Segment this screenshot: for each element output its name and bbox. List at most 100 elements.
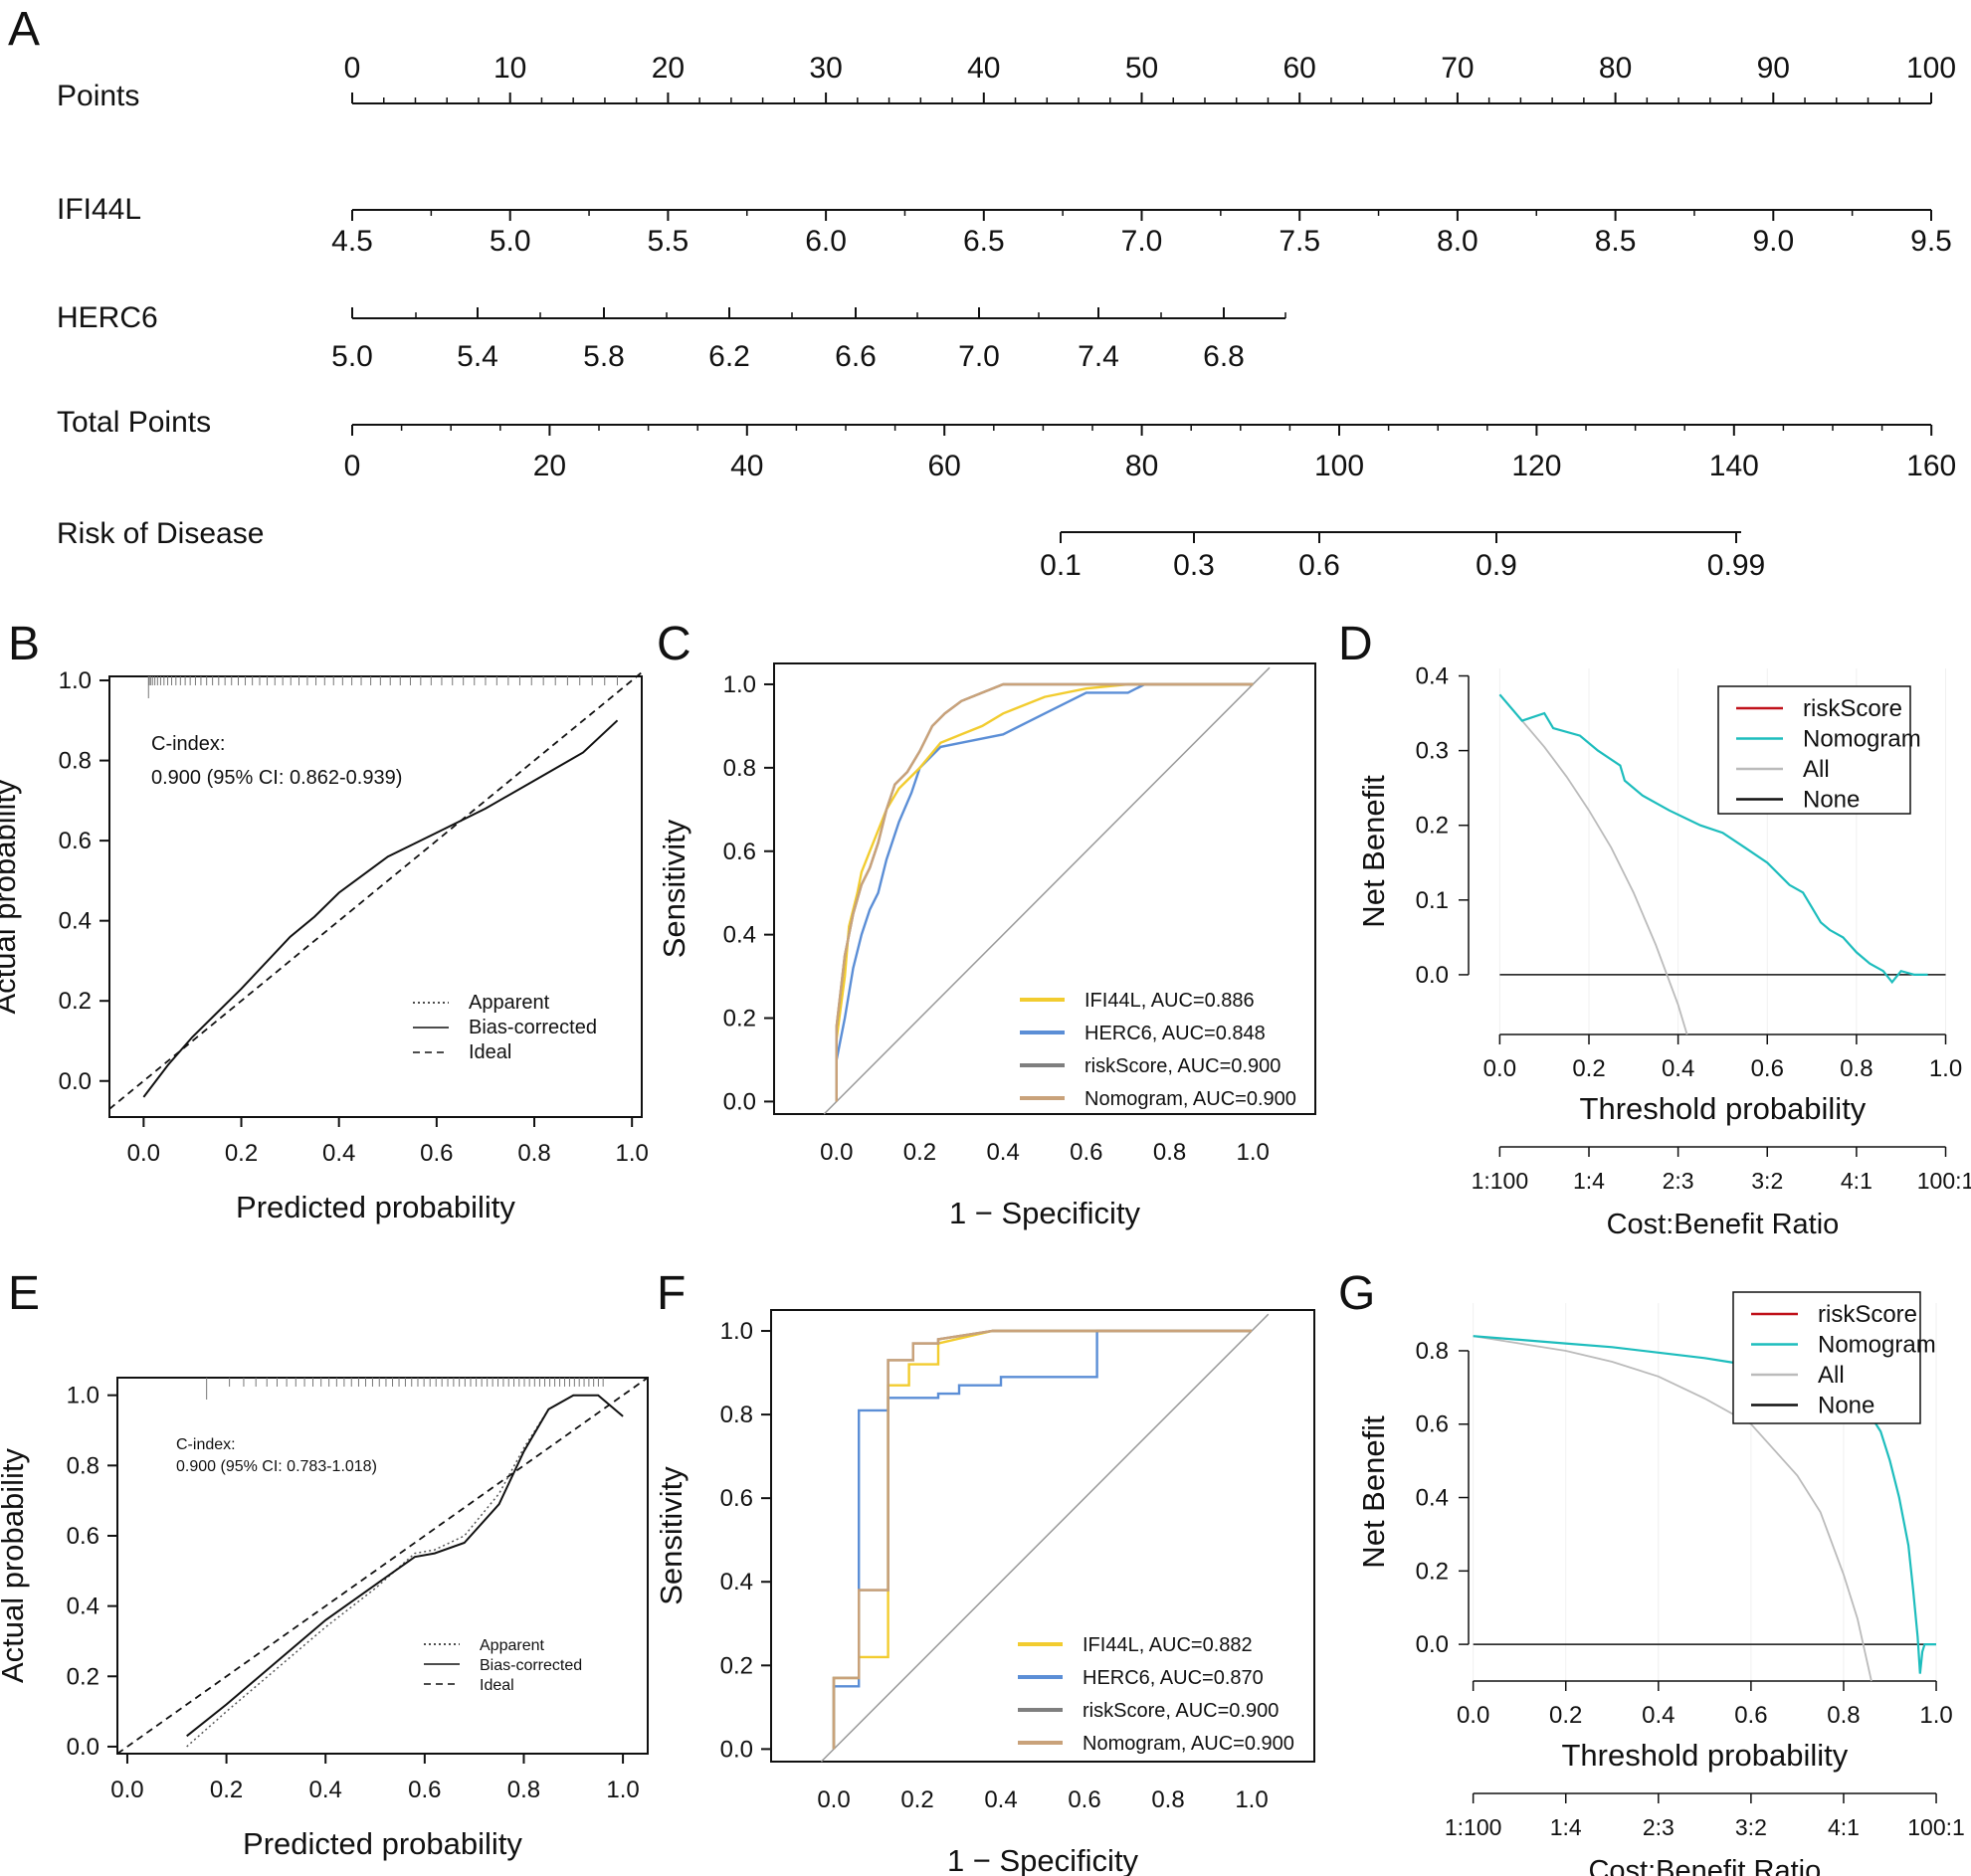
y-tick-label: 0.0: [720, 1736, 753, 1763]
ratio-tick-label: 100:1: [1917, 1168, 1971, 1194]
ratio-tick-label: 3:2: [1735, 1814, 1767, 1840]
legend-label: Ideal: [469, 1041, 511, 1063]
rug-marks: [147, 676, 618, 698]
y-tick-label: 0.0: [1416, 962, 1449, 989]
dca-plot-validation: 0.0 0.2 0.4 0.6 0.8 Net Benefit 0.0 0.2 0.4 0.6 0.…: [1356, 1291, 1965, 1876]
legend-label: Nomogram, AUC=0.900: [1083, 1733, 1294, 1755]
nomogram-tick-label: 6.6: [835, 340, 877, 373]
y-tick-label: 0.0: [723, 1088, 756, 1115]
x-tick-label: 0.2: [900, 1786, 933, 1813]
nomogram-tick-label: 8.5: [1595, 225, 1637, 258]
x-tick-label: 0.0: [1483, 1055, 1516, 1082]
nomogram-tick-label: 10: [493, 52, 526, 85]
y-tick-label: 0.6: [59, 828, 92, 854]
x-tick-label: 0.6: [1751, 1055, 1784, 1082]
y-tick-label: 0.6: [723, 839, 756, 865]
panel-letter-a: A: [8, 3, 40, 56]
plot-frame: [108, 675, 643, 1118]
nomogram-tick-label: 50: [1125, 52, 1158, 85]
legend-label: riskScore, AUC=0.900: [1083, 1700, 1279, 1722]
y-tick-label: 0.0: [67, 1734, 99, 1761]
nomogram-tick-label: 0.1: [1040, 549, 1082, 582]
roc-curve-herc6: [835, 682, 1254, 1102]
nomogram-tick-label: 40: [967, 52, 1000, 85]
all-line: [1498, 693, 1688, 1035]
nomogram-row-label-total-points: Total Points: [57, 406, 211, 439]
x-tick-label: 1.0: [1235, 1786, 1268, 1813]
c-index-value: 0.900 (95% CI: 0.783-1.018): [176, 1458, 377, 1475]
risk-axis-ticks: 0.1 0.3 0.6 0.9 0.99: [1040, 532, 1765, 582]
ratio-tick-label: 1:100: [1445, 1814, 1502, 1840]
herc6-axis-ticks: 5.0 5.4 5.8 6.2 6.6 7.0 7.4 6.8: [331, 307, 1286, 373]
y-axis-title: Net Benefit: [1356, 1415, 1391, 1569]
nomogram-tick-label: 0.99: [1707, 549, 1765, 582]
x-tick-label: 0.0: [817, 1786, 850, 1813]
legend: riskScore Nomogram All None: [1732, 1291, 1936, 1424]
roc-curve-nomogram: [832, 1329, 1252, 1750]
ratio-tick-label: 2:3: [1663, 1168, 1694, 1194]
nomogram-tick-label: 5.5: [648, 225, 690, 258]
nomogram-tick-label: 8.0: [1437, 225, 1478, 258]
x-tick-label: 0.8: [1840, 1055, 1872, 1082]
y-tick-label: 0.2: [720, 1652, 753, 1679]
y-tick-label: 0.3: [1416, 738, 1449, 765]
nomogram-tick-label: 7.0: [958, 340, 1000, 373]
nomogram-tick-label: 80: [1599, 52, 1632, 85]
panel-letter-c: C: [657, 618, 691, 670]
ratio-tick-label: 1:4: [1573, 1168, 1605, 1194]
nomogram-tick-label: 60: [1283, 52, 1316, 85]
y-tick-label: 0.8: [67, 1452, 99, 1479]
nomogram-row-label-herc6: HERC6: [57, 301, 158, 334]
y-tick-label: 0.4: [59, 908, 92, 935]
ratio-tick-label: 1:4: [1550, 1814, 1582, 1840]
y-tick-label: 1.0: [59, 667, 92, 694]
x-axis-title: Threshold probability: [1580, 1091, 1867, 1126]
x-tick-label: 0.8: [1151, 1786, 1184, 1813]
x-tick-label: 0.8: [1153, 1139, 1186, 1166]
nomogram-tick-label: 100: [1906, 52, 1956, 85]
legend-label: IFI44L, AUC=0.882: [1083, 1634, 1253, 1656]
y-tick-label: 0.4: [723, 922, 756, 949]
nomogram-tick-label: 9.5: [1910, 225, 1952, 258]
y-tick-label: 0.8: [59, 748, 92, 775]
x-tick-label: 0.4: [1662, 1055, 1694, 1082]
c-index-title: C-index:: [176, 1436, 236, 1453]
y-tick-label: 0.6: [1416, 1411, 1449, 1438]
nomogram-tick-label: 30: [809, 52, 842, 85]
nomogram-tick-label: 0.3: [1173, 549, 1215, 582]
x-axis-title: Predicted probability: [243, 1826, 522, 1861]
y-tick-label: 0.6: [67, 1523, 99, 1550]
legend-label: Nomogram, AUC=0.900: [1084, 1088, 1296, 1110]
nomogram-tick-label: 5.0: [490, 225, 531, 258]
legend-label: None: [1803, 787, 1860, 814]
ratio-tick-label: 4:1: [1828, 1814, 1860, 1840]
y-tick-label: 0.4: [1416, 1485, 1449, 1512]
rug-marks: [206, 1378, 604, 1400]
x-tick-label: 0.4: [984, 1786, 1017, 1813]
ratio-tick-label: 2:3: [1643, 1814, 1675, 1840]
y-tick-label: 0.2: [67, 1663, 99, 1690]
x-tick-label: 0.4: [986, 1139, 1019, 1166]
roc-curve-ifi44l: [835, 682, 1254, 1102]
legend-label: riskScore: [1803, 695, 1902, 722]
panel-letter-g: G: [1338, 1267, 1375, 1320]
x-tick-label: 0.6: [1068, 1786, 1100, 1813]
plot-frame: [770, 1309, 1315, 1763]
ideal-line: [116, 1377, 649, 1755]
nomogram-row-label-risk: Risk of Disease: [57, 517, 264, 550]
nomogram-tick-label: 6.0: [805, 225, 847, 258]
legend-label: Nomogram: [1803, 726, 1921, 753]
panel-letter-f: F: [657, 1267, 686, 1320]
y-axis-title: Net Benefit: [1356, 775, 1391, 928]
x-axis-title: 1 − Specificity: [949, 1196, 1141, 1230]
c-index-value: 0.900 (95% CI: 0.862-0.939): [151, 767, 402, 789]
nomogram-tick-label: 7.0: [1121, 225, 1163, 258]
ratio-axis-title: Cost:Benefit Ratio: [1588, 1855, 1821, 1876]
legend-label: None: [1818, 1393, 1874, 1419]
x-tick-label: 0.0: [820, 1139, 853, 1166]
x-tick-label: 0.0: [110, 1777, 143, 1803]
nomogram-tick-label: 20: [533, 450, 566, 482]
ratio-tick-label: 3:2: [1751, 1168, 1783, 1194]
nomogram-tick-label: 6.2: [708, 340, 750, 373]
x-axis-title: 1 − Specificity: [947, 1843, 1139, 1876]
